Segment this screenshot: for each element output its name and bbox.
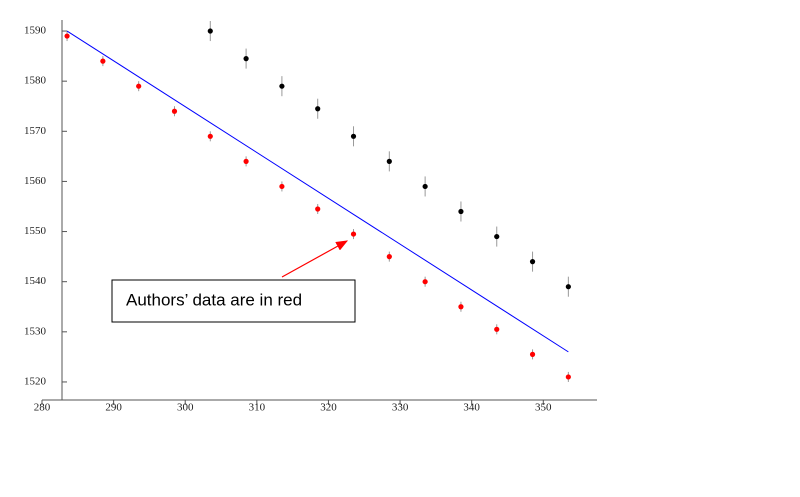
x-tick-label: 320: [320, 402, 337, 414]
point: [207, 133, 213, 139]
point: [243, 158, 249, 164]
point: [315, 106, 321, 112]
fit-line: [66, 30, 569, 353]
point: [243, 56, 249, 62]
point: [422, 183, 428, 190]
annotation: Authors’ data are in red: [126, 290, 302, 309]
point: [350, 133, 357, 139]
point: [494, 326, 500, 332]
point: [529, 259, 536, 265]
point: [565, 284, 571, 290]
point: [494, 233, 500, 240]
point: [422, 279, 428, 285]
point: [386, 254, 392, 260]
y-tick-label: 1550: [24, 225, 47, 237]
x-tick-label: 300: [177, 402, 194, 414]
y-tick-label: 1530: [24, 325, 47, 337]
y-tick-label: 1570: [24, 125, 47, 137]
point: [171, 108, 178, 114]
point: [207, 28, 213, 34]
y-tick-label: 1520: [24, 375, 47, 387]
y-tick-label: 1540: [24, 275, 47, 287]
annotation-arrow: [281, 240, 349, 278]
point: [458, 304, 464, 310]
point: [315, 206, 321, 212]
point: [136, 83, 142, 89]
point: [386, 158, 392, 164]
x-tick-label: 340: [463, 402, 480, 414]
annotation-box: [111, 279, 356, 323]
point: [279, 83, 285, 89]
y-tick-label: 1560: [24, 175, 47, 187]
point: [279, 183, 285, 190]
point: [529, 351, 536, 357]
x-tick-label: 310: [249, 402, 266, 414]
point: [100, 58, 106, 64]
y-tick-label: 1590: [24, 25, 47, 37]
x-tick-label: 290: [105, 402, 122, 414]
x-tick-label: 280: [34, 402, 51, 414]
point: [350, 231, 357, 237]
x-tick-label: 330: [392, 402, 409, 414]
x-tick-label: 350: [535, 402, 552, 414]
point: [64, 33, 70, 39]
point: [458, 208, 464, 215]
y-tick-label: 1580: [24, 75, 47, 87]
point: [565, 374, 571, 380]
